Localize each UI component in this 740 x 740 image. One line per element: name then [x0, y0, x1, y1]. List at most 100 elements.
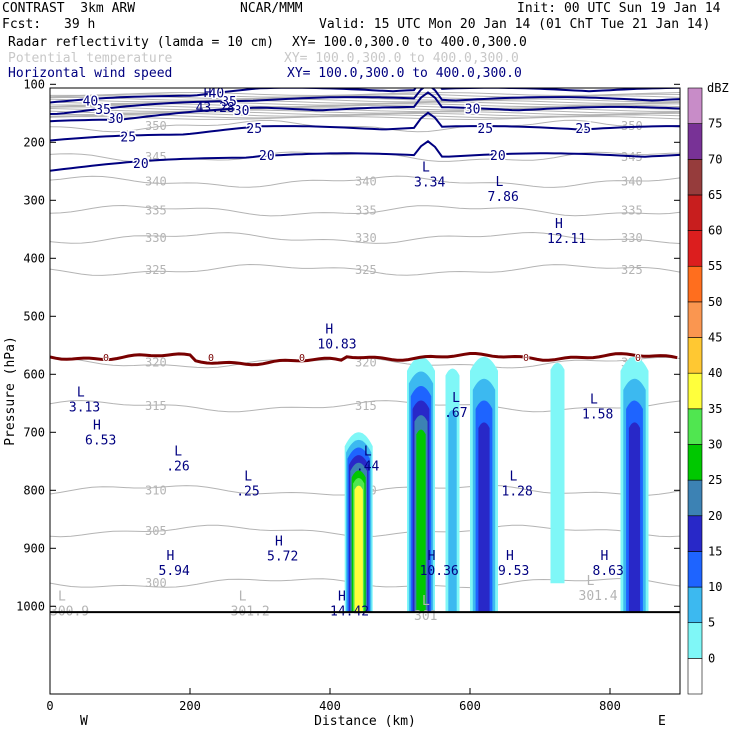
extremum-low-marker: L	[356, 55, 364, 70]
extremum-high-marker: H	[506, 549, 514, 564]
wind-contour-25	[50, 111, 680, 142]
theta-contour-label: 315	[145, 399, 167, 413]
init-time: Init: 00 UTC Sun 19 Jan 14	[517, 1, 721, 16]
extremum-value: 12.11	[547, 232, 586, 247]
extremum-high-marker: H	[93, 418, 101, 433]
colorbar-segment	[687, 444, 703, 481]
field-name-reflectivity: Radar reflectivity (lamda = 10 cm)	[8, 35, 275, 50]
x-tick-label: 800	[599, 699, 621, 713]
extremum-value: 3.13	[69, 400, 100, 415]
colorbar-tick-label: 50	[708, 295, 722, 309]
colorbar-segment	[687, 301, 703, 338]
colorbar-segment	[687, 515, 703, 552]
extremum-low-marker: L	[174, 445, 182, 460]
colorbar-tick-label: 0	[708, 651, 715, 665]
colorbar-tick-label: 40	[708, 366, 722, 380]
extremum-value: 301.4	[579, 589, 618, 604]
y-tick-label: 400	[23, 251, 45, 265]
zero-dbz-label: 0	[299, 353, 305, 364]
theta-contour-325	[50, 263, 680, 276]
theta-contour-label: 350	[145, 119, 167, 133]
zero-dbz-label: 0	[208, 353, 214, 364]
extremum-value: 10.83	[317, 338, 356, 353]
theta-contour-label: 320	[145, 356, 167, 370]
plot-frame	[49, 87, 681, 695]
extremum-value: .44	[356, 460, 380, 475]
extremum-low-marker: L	[66, 56, 74, 71]
zero-dbz-label: 0	[103, 353, 109, 364]
extremum-low-marker: L	[422, 160, 430, 175]
y-tick-label: 800	[23, 483, 45, 497]
wind-contour-label: 25	[120, 131, 136, 146]
theta-contour-label: 330	[145, 231, 167, 245]
x-axis-label: Distance (km)	[314, 714, 416, 729]
extremum-low-marker: L	[244, 469, 252, 484]
wind-contour-30	[50, 91, 680, 123]
colorbar-tick-label: 10	[708, 580, 722, 594]
theta-contour-330	[50, 231, 680, 244]
wind-contour-label: 25	[246, 122, 262, 137]
zero-dbz-label: 0	[523, 353, 529, 364]
extremum-value: 4.16	[147, 71, 178, 86]
extremum-value: 43.28	[196, 101, 235, 116]
theta-contour-label: 325	[145, 263, 167, 277]
colorbar-tick-label: 35	[708, 402, 722, 416]
x-end-label-west: W	[80, 714, 88, 729]
y-tick-label: 600	[23, 367, 45, 381]
theta-contour-340	[50, 175, 680, 188]
wind-contour-label: 40	[209, 86, 225, 101]
wind-contour-label: 25	[575, 122, 591, 137]
y-tick-label: 700	[23, 425, 45, 439]
x-tick-label: 0	[46, 699, 53, 713]
colorbar-segment	[687, 194, 703, 231]
x-tick-label: 200	[179, 699, 201, 713]
colorbar-segment	[687, 408, 703, 445]
wind-contour-label: 20	[259, 149, 275, 164]
reflectivity-column-5	[628, 422, 641, 613]
wind-contour-label: 25	[477, 122, 493, 137]
extremum-value: 2.26	[413, 71, 444, 86]
theta-contour-label: 315	[355, 399, 377, 413]
reflectivity-column-1	[416, 429, 426, 613]
extremum-low-marker: L	[590, 392, 598, 407]
field-name-wind: Horizontal wind speed	[8, 66, 173, 81]
colorbar-tick-label: 5	[708, 616, 715, 630]
colorbar-segment	[687, 479, 703, 517]
field-xy-reflectivity: XY= 100.0,300.0 to 400.0,300.0	[292, 35, 527, 50]
extremum-value: 7.28	[58, 71, 89, 86]
theta-contour-label: 330	[621, 231, 643, 245]
colorbar-segment	[687, 586, 703, 624]
colorbar-segment	[687, 87, 703, 124]
theta-contour-label: 300	[145, 576, 167, 590]
reflectivity-column-3	[478, 422, 490, 613]
extremum-low-marker: L	[510, 469, 518, 484]
extremum-value: 5.14	[348, 70, 379, 85]
colorbar-tick-label: 20	[708, 509, 722, 523]
field-xy-theta: XY= 100.0,300.0 to 400.0,300.0	[284, 51, 519, 66]
forecast-label: Fcst:	[2, 17, 42, 32]
extremum-low-marker: L	[422, 594, 430, 609]
theta-contour-upper	[50, 98, 680, 103]
extremum-low-marker: L	[58, 590, 66, 605]
extremum-value: 5.72	[267, 549, 298, 564]
theta-contour-upper	[50, 109, 680, 114]
reflectivity-column-0	[354, 485, 363, 613]
y-tick-label: 100	[23, 77, 45, 91]
extremum-low-marker: L	[77, 385, 85, 400]
extremum-value: 5.94	[159, 564, 190, 579]
y-tick-label: 200	[23, 135, 45, 149]
theta-contour-label: 335	[145, 204, 167, 218]
field-name-theta: Potential temperature	[8, 51, 173, 66]
extremum-value: .67	[444, 406, 467, 421]
theta-contour-label: 310	[145, 483, 167, 497]
x-tick-label: 600	[459, 699, 481, 713]
extremum-high-marker: H	[167, 549, 175, 564]
theta-contour-label: 340	[145, 175, 167, 189]
extremum-value: 8.63	[593, 564, 624, 579]
extremum-low-marker: L	[496, 175, 504, 190]
extremum-high-marker: H	[428, 549, 436, 564]
extremum-low-marker: L	[421, 56, 429, 71]
field-xy-wind: XY= 100.0,300.0 to 400.0,300.0	[287, 66, 522, 81]
colorbar-tick-label: 30	[708, 437, 722, 451]
